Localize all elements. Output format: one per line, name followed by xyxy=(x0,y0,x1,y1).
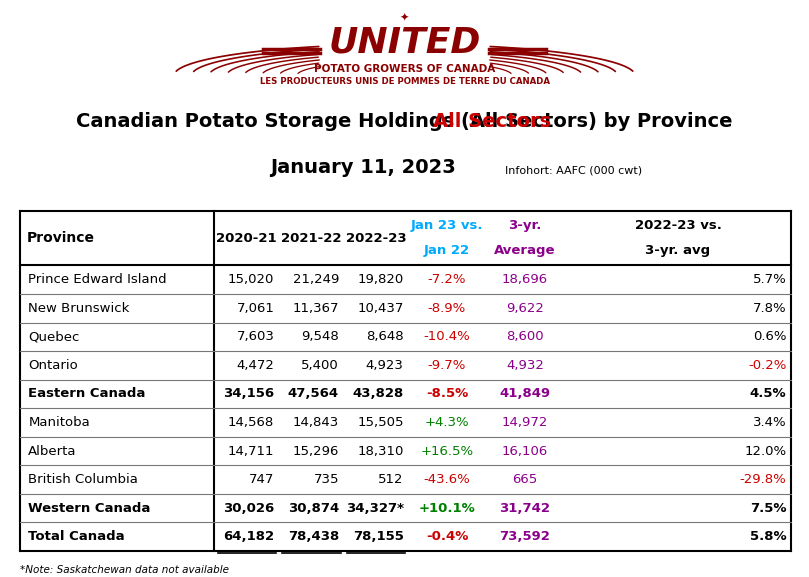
Text: Province: Province xyxy=(27,231,95,245)
Text: 665: 665 xyxy=(512,473,538,486)
Text: 4,923: 4,923 xyxy=(366,359,404,372)
Text: 9,548: 9,548 xyxy=(301,330,339,343)
Text: -8.5%: -8.5% xyxy=(426,387,468,400)
Text: UNITED: UNITED xyxy=(328,25,481,59)
Text: 0.6%: 0.6% xyxy=(753,330,786,343)
Text: 3-yr. avg: 3-yr. avg xyxy=(646,244,710,257)
Text: 14,711: 14,711 xyxy=(228,444,274,458)
Text: -10.4%: -10.4% xyxy=(424,330,470,343)
Text: 5.7%: 5.7% xyxy=(752,273,786,286)
Text: 30,026: 30,026 xyxy=(223,501,274,515)
Text: -7.2%: -7.2% xyxy=(428,273,466,286)
Text: Manitoba: Manitoba xyxy=(28,416,90,429)
Text: Jan 22: Jan 22 xyxy=(424,244,470,257)
Text: ✦: ✦ xyxy=(400,13,409,23)
Text: 2022-23: 2022-23 xyxy=(346,231,406,245)
Text: 4.5%: 4.5% xyxy=(750,387,786,400)
Text: Jan 23 vs.: Jan 23 vs. xyxy=(411,219,483,232)
Text: -0.4%: -0.4% xyxy=(426,530,468,544)
Text: 735: 735 xyxy=(313,473,339,486)
Text: 31,742: 31,742 xyxy=(499,501,551,515)
Text: 10,437: 10,437 xyxy=(358,302,404,315)
Text: 18,696: 18,696 xyxy=(502,273,549,286)
Text: 512: 512 xyxy=(378,473,404,486)
Text: 3.4%: 3.4% xyxy=(752,416,786,429)
Text: 14,568: 14,568 xyxy=(228,416,274,429)
Text: 14,843: 14,843 xyxy=(293,416,339,429)
Text: -43.6%: -43.6% xyxy=(424,473,470,486)
Text: 8,648: 8,648 xyxy=(366,330,404,343)
Text: -9.7%: -9.7% xyxy=(428,359,466,372)
Text: 4,932: 4,932 xyxy=(506,359,544,372)
Text: Total Canada: Total Canada xyxy=(28,530,125,544)
Text: 3-yr.: 3-yr. xyxy=(508,219,542,232)
Text: 78,155: 78,155 xyxy=(353,530,404,544)
Text: 15,020: 15,020 xyxy=(228,273,274,286)
Text: 11,367: 11,367 xyxy=(293,302,339,315)
Text: POTATO GROWERS OF CANADA: POTATO GROWERS OF CANADA xyxy=(314,63,495,73)
Text: All Sectors: All Sectors xyxy=(433,112,551,130)
Text: *Note: Saskatchewan data not available: *Note: Saskatchewan data not available xyxy=(20,565,229,575)
Text: 2022-23 vs.: 2022-23 vs. xyxy=(634,219,722,232)
Text: Eastern Canada: Eastern Canada xyxy=(28,387,146,400)
Text: 15,505: 15,505 xyxy=(358,416,404,429)
Text: 21,249: 21,249 xyxy=(293,273,339,286)
Text: Prince Edward Island: Prince Edward Island xyxy=(28,273,167,286)
Text: 47,564: 47,564 xyxy=(288,387,339,400)
Text: January 11, 2023: January 11, 2023 xyxy=(270,158,455,177)
Text: 5.8%: 5.8% xyxy=(750,530,786,544)
Text: 64,182: 64,182 xyxy=(223,530,274,544)
Text: 7.8%: 7.8% xyxy=(752,302,786,315)
Text: New Brunswick: New Brunswick xyxy=(28,302,129,315)
Text: 2021-22: 2021-22 xyxy=(282,231,341,245)
Text: 16,106: 16,106 xyxy=(502,444,549,458)
Text: 34,156: 34,156 xyxy=(223,387,274,400)
Text: 14,972: 14,972 xyxy=(502,416,549,429)
Text: 73,592: 73,592 xyxy=(500,530,550,544)
Text: 8,600: 8,600 xyxy=(506,330,544,343)
Text: 4,472: 4,472 xyxy=(236,359,274,372)
Text: 747: 747 xyxy=(249,473,274,486)
Text: 19,820: 19,820 xyxy=(358,273,404,286)
Text: Average: Average xyxy=(494,244,556,257)
Text: +4.3%: +4.3% xyxy=(425,416,469,429)
Text: -8.9%: -8.9% xyxy=(428,302,466,315)
Text: Canadian Potato Storage Holdings (⁠All Sectors⁠) by Province: Canadian Potato Storage Holdings (⁠All S… xyxy=(76,112,732,130)
Text: 7,061: 7,061 xyxy=(236,302,274,315)
Text: 34,327*: 34,327* xyxy=(345,501,404,515)
Text: LES PRODUCTEURS UNIS DE POMMES DE TERRE DU CANADA: LES PRODUCTEURS UNIS DE POMMES DE TERRE … xyxy=(260,77,549,85)
Text: 2020-21: 2020-21 xyxy=(217,231,277,245)
Text: +16.5%: +16.5% xyxy=(421,444,473,458)
Text: +10.1%: +10.1% xyxy=(418,501,476,515)
Text: Infohort: AAFC (000 cwt): Infohort: AAFC (000 cwt) xyxy=(505,166,642,175)
Text: 15,296: 15,296 xyxy=(293,444,339,458)
Text: Quebec: Quebec xyxy=(28,330,80,343)
Text: 18,310: 18,310 xyxy=(358,444,404,458)
Text: Western Canada: Western Canada xyxy=(28,501,150,515)
Text: 5,400: 5,400 xyxy=(301,359,339,372)
Text: 30,874: 30,874 xyxy=(288,501,339,515)
Text: British Columbia: British Columbia xyxy=(28,473,138,486)
Text: 78,438: 78,438 xyxy=(288,530,339,544)
Text: 7.5%: 7.5% xyxy=(750,501,786,515)
Text: Alberta: Alberta xyxy=(28,444,77,458)
Text: -29.8%: -29.8% xyxy=(739,473,786,486)
Text: -0.2%: -0.2% xyxy=(748,359,786,372)
Text: 41,849: 41,849 xyxy=(499,387,551,400)
Text: 43,828: 43,828 xyxy=(353,387,404,400)
Text: 12.0%: 12.0% xyxy=(744,444,786,458)
Text: 7,603: 7,603 xyxy=(236,330,274,343)
Text: 9,622: 9,622 xyxy=(506,302,544,315)
Text: Ontario: Ontario xyxy=(28,359,78,372)
